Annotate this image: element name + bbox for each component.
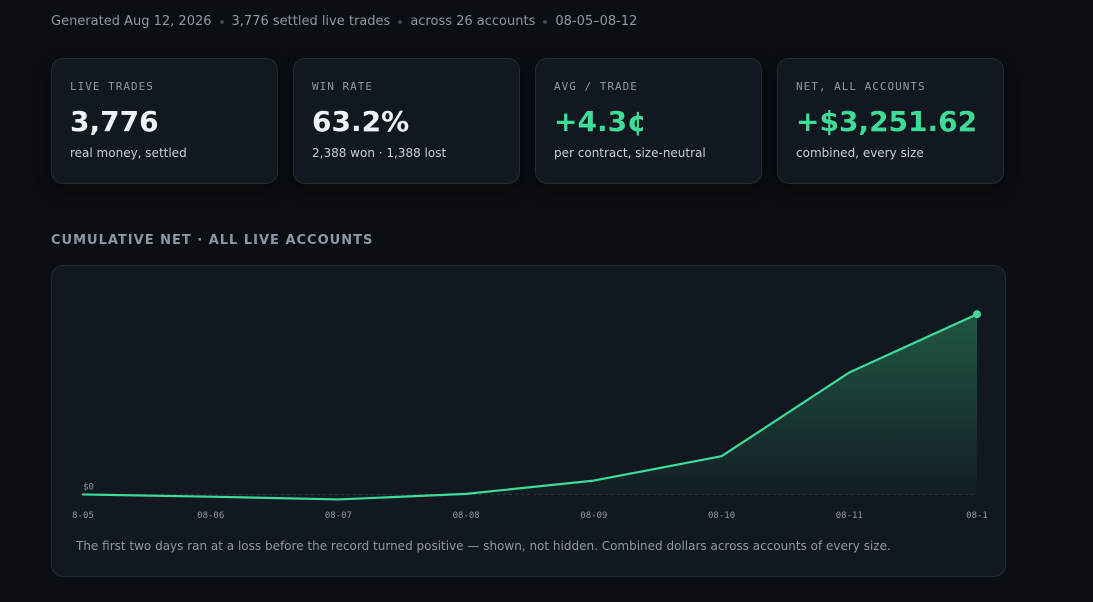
cumulative-net-chart: $0 8-05 08-06 08-07 08-08 08-09 08-10 08-11 08-1 — [72, 310, 988, 521]
card-value: 63.2% — [312, 105, 410, 138]
x-tick-label: 08-1 — [966, 511, 988, 521]
card-value: +4.3¢ — [554, 105, 647, 138]
x-tick-label: 08-08 — [453, 511, 480, 521]
separator-dot — [219, 19, 224, 24]
separator-dot — [398, 19, 403, 24]
card-subtext: per contract, size-neutral — [554, 146, 706, 160]
card-subtext: 2,388 won · 1,388 lost — [312, 146, 447, 160]
stat-card-live-trades: LIVE TRADES 3,776 real money, settled — [51, 58, 278, 184]
trade-count-text: 3,776 settled live trades — [231, 14, 391, 29]
account-count-text: across 26 accounts — [410, 14, 536, 29]
card-subtext: combined, every size — [796, 146, 924, 160]
x-tick-label: 8-05 — [72, 511, 94, 521]
date-range-text: 08-05–08-12 — [555, 14, 638, 29]
series-area — [83, 314, 977, 500]
chart-section-title: CUMULATIVE NET · ALL LIVE ACCOUNTS — [51, 233, 374, 248]
chart-panel: $0 8-05 08-06 08-07 08-08 08-09 08-10 08-11 08-1… — [51, 265, 1006, 577]
generated-date: Generated Aug 12, 2026 — [51, 14, 212, 29]
chart-footnote: The first two days ran at a loss before … — [76, 539, 891, 553]
card-label: LIVE TRADES — [70, 80, 154, 93]
x-tick-label: 08-11 — [836, 511, 863, 521]
x-tick-label: 08-10 — [708, 511, 735, 521]
x-tick-label: 08-06 — [197, 511, 224, 521]
stat-cards: LIVE TRADES 3,776 real money, settled WI… — [51, 58, 1004, 184]
card-label: WIN RATE — [312, 80, 373, 93]
card-value: 3,776 — [70, 105, 159, 138]
separator-dot — [543, 19, 548, 24]
card-label: NET, ALL ACCOUNTS — [796, 80, 926, 93]
stat-card-net-all-accounts: NET, ALL ACCOUNTS +$3,251.62 combined, e… — [777, 58, 1004, 184]
card-subtext: real money, settled — [70, 146, 187, 160]
card-value: +$3,251.62 — [796, 105, 978, 138]
zero-label: $0 — [83, 482, 94, 492]
x-tick-label: 08-09 — [580, 511, 607, 521]
card-label: AVG / TRADE — [554, 80, 638, 93]
series-line — [81, 313, 979, 501]
stat-card-avg-trade: AVG / TRADE +4.3¢ per contract, size-neu… — [535, 58, 762, 184]
stat-card-win-rate: WIN RATE 63.2% 2,388 won · 1,388 lost — [293, 58, 520, 184]
end-point-marker — [973, 310, 981, 319]
report-meta: Generated Aug 12, 2026 3,776 settled liv… — [51, 14, 637, 29]
x-tick-label: 08-07 — [325, 511, 352, 521]
